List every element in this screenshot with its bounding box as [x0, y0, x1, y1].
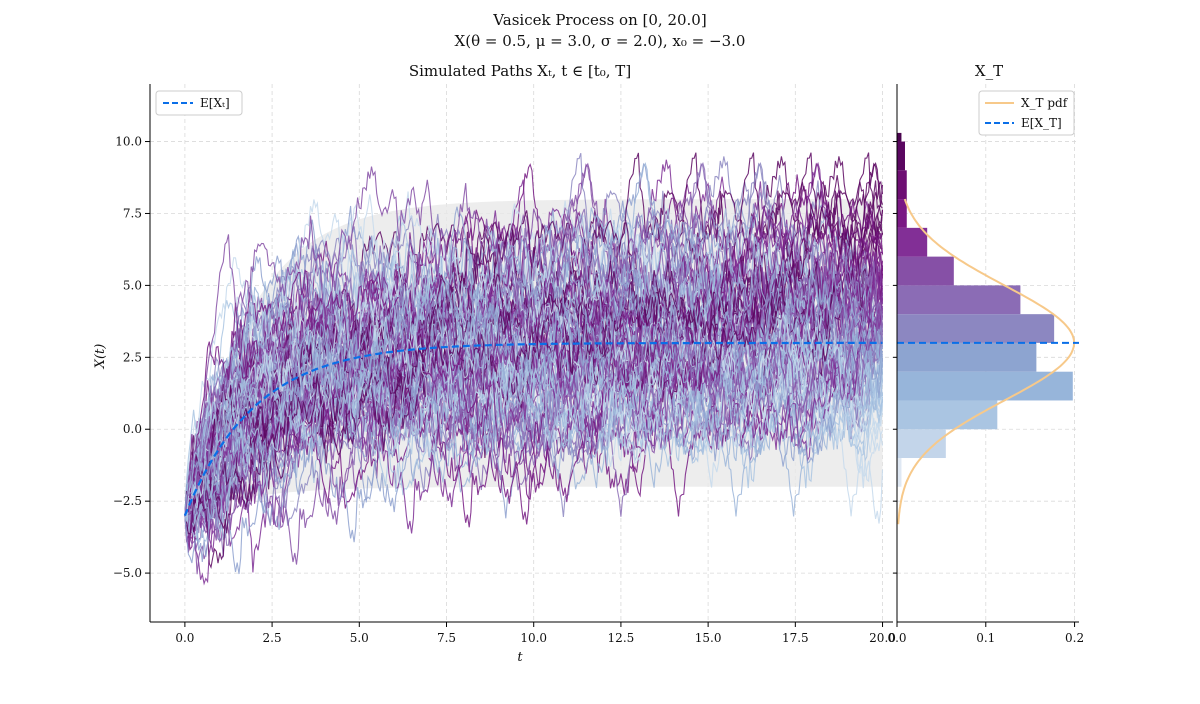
- paths-x-tick-label: 0.0: [175, 631, 194, 645]
- paths-x-tick-label: 15.0: [695, 631, 722, 645]
- paths-y-tick-label: −5.0: [113, 566, 142, 580]
- paths-y-axis-label: X(t): [93, 344, 108, 370]
- simulated-path-line: [184, 166, 883, 516]
- histogram-bar: [897, 400, 998, 430]
- terminal-histogram: [897, 132, 1073, 487]
- simulated-path-line: [184, 162, 883, 570]
- histogram-bar: [897, 170, 907, 200]
- histogram-bar: [897, 199, 907, 228]
- simulated-path-line: [184, 263, 884, 522]
- histogram-bar: [897, 314, 1055, 343]
- terminal-legend-pdf-label: X_T pdf: [1021, 96, 1069, 110]
- histogram-bar: [897, 256, 954, 286]
- paths-legend: E[Xₜ]: [155, 90, 243, 116]
- simulated-path-line: [184, 200, 884, 528]
- paths-panel-title: Simulated Paths Xₜ, t ∈ [t₀, T]: [409, 62, 631, 80]
- paths-x-axis-label: t: [517, 650, 523, 665]
- paths-x-tick-label: 7.5: [437, 631, 456, 645]
- paths-x-tick-label: 2.5: [263, 631, 282, 645]
- paths-y-tick-label: 2.5: [123, 350, 142, 364]
- terminal-legend: X_T pdf E[X_T]: [978, 90, 1075, 136]
- histogram-bar: [897, 429, 946, 459]
- terminal-x-tick-label: 0.1: [976, 631, 995, 645]
- paths-y-tick-label: 5.0: [123, 278, 142, 292]
- histogram-bar: [897, 141, 905, 171]
- histogram-bar: [897, 371, 1073, 401]
- paths-x-tick-label: 17.5: [782, 631, 809, 645]
- terminal-axes: 0.0 0.1 0.2: [887, 84, 1084, 645]
- paths-x-tick-label: 20.0: [869, 631, 896, 645]
- histogram-bar: [897, 227, 928, 257]
- histogram-bar: [897, 285, 1021, 315]
- terminal-legend-expectation-label: E[X_T]: [1021, 116, 1062, 130]
- histogram-bar: [897, 342, 1037, 372]
- terminal-distribution-panel: X_T 0.0 0.1 0.2 X_T pdf E[X_T]: [887, 62, 1084, 645]
- figure-suptitle-line1: Vasicek Process on [0, 20.0]: [492, 11, 706, 29]
- histogram-bar: [897, 132, 902, 142]
- paths-axes: 0.0 2.5 5.0 7.5 10.0 12.5 15.0 17.5 20.0 −5.0 −2.5…: [113, 84, 896, 645]
- histogram-bar: [897, 458, 902, 487]
- paths-y-tick-label: 10.0: [115, 135, 142, 149]
- paths-x-tick-label: 10.0: [520, 631, 547, 645]
- terminal-pdf-curve: [897, 198, 1076, 525]
- figure-suptitle-line2: X(θ = 0.5, μ = 3.0, σ = 2.0), x₀ = −3.0: [455, 32, 746, 50]
- paths-legend-box: [155, 90, 243, 116]
- simulated-path-line: [184, 224, 884, 564]
- paths-x-tick-label: 5.0: [350, 631, 369, 645]
- paths-y-tick-label: 7.5: [123, 206, 142, 220]
- expectation-line: [183, 341, 883, 517]
- terminal-panel-title: X_T: [975, 62, 1003, 80]
- terminal-x-tick-label: 0.0: [887, 631, 906, 645]
- simulated-path-line: [184, 162, 884, 522]
- paths-y-tick-label: 0.0: [123, 422, 142, 436]
- terminal-x-tick-label: 0.2: [1065, 631, 1084, 645]
- simulated-path-line: [184, 208, 884, 545]
- paths-panel: Simulated Paths Xₜ, t ∈ [t₀, T] 0.0 2.5 5.…: [93, 62, 896, 665]
- paths-legend-label: E[Xₜ]: [200, 96, 230, 110]
- paths-y-tick-label: −2.5: [113, 494, 142, 508]
- paths-x-tick-label: 12.5: [608, 631, 635, 645]
